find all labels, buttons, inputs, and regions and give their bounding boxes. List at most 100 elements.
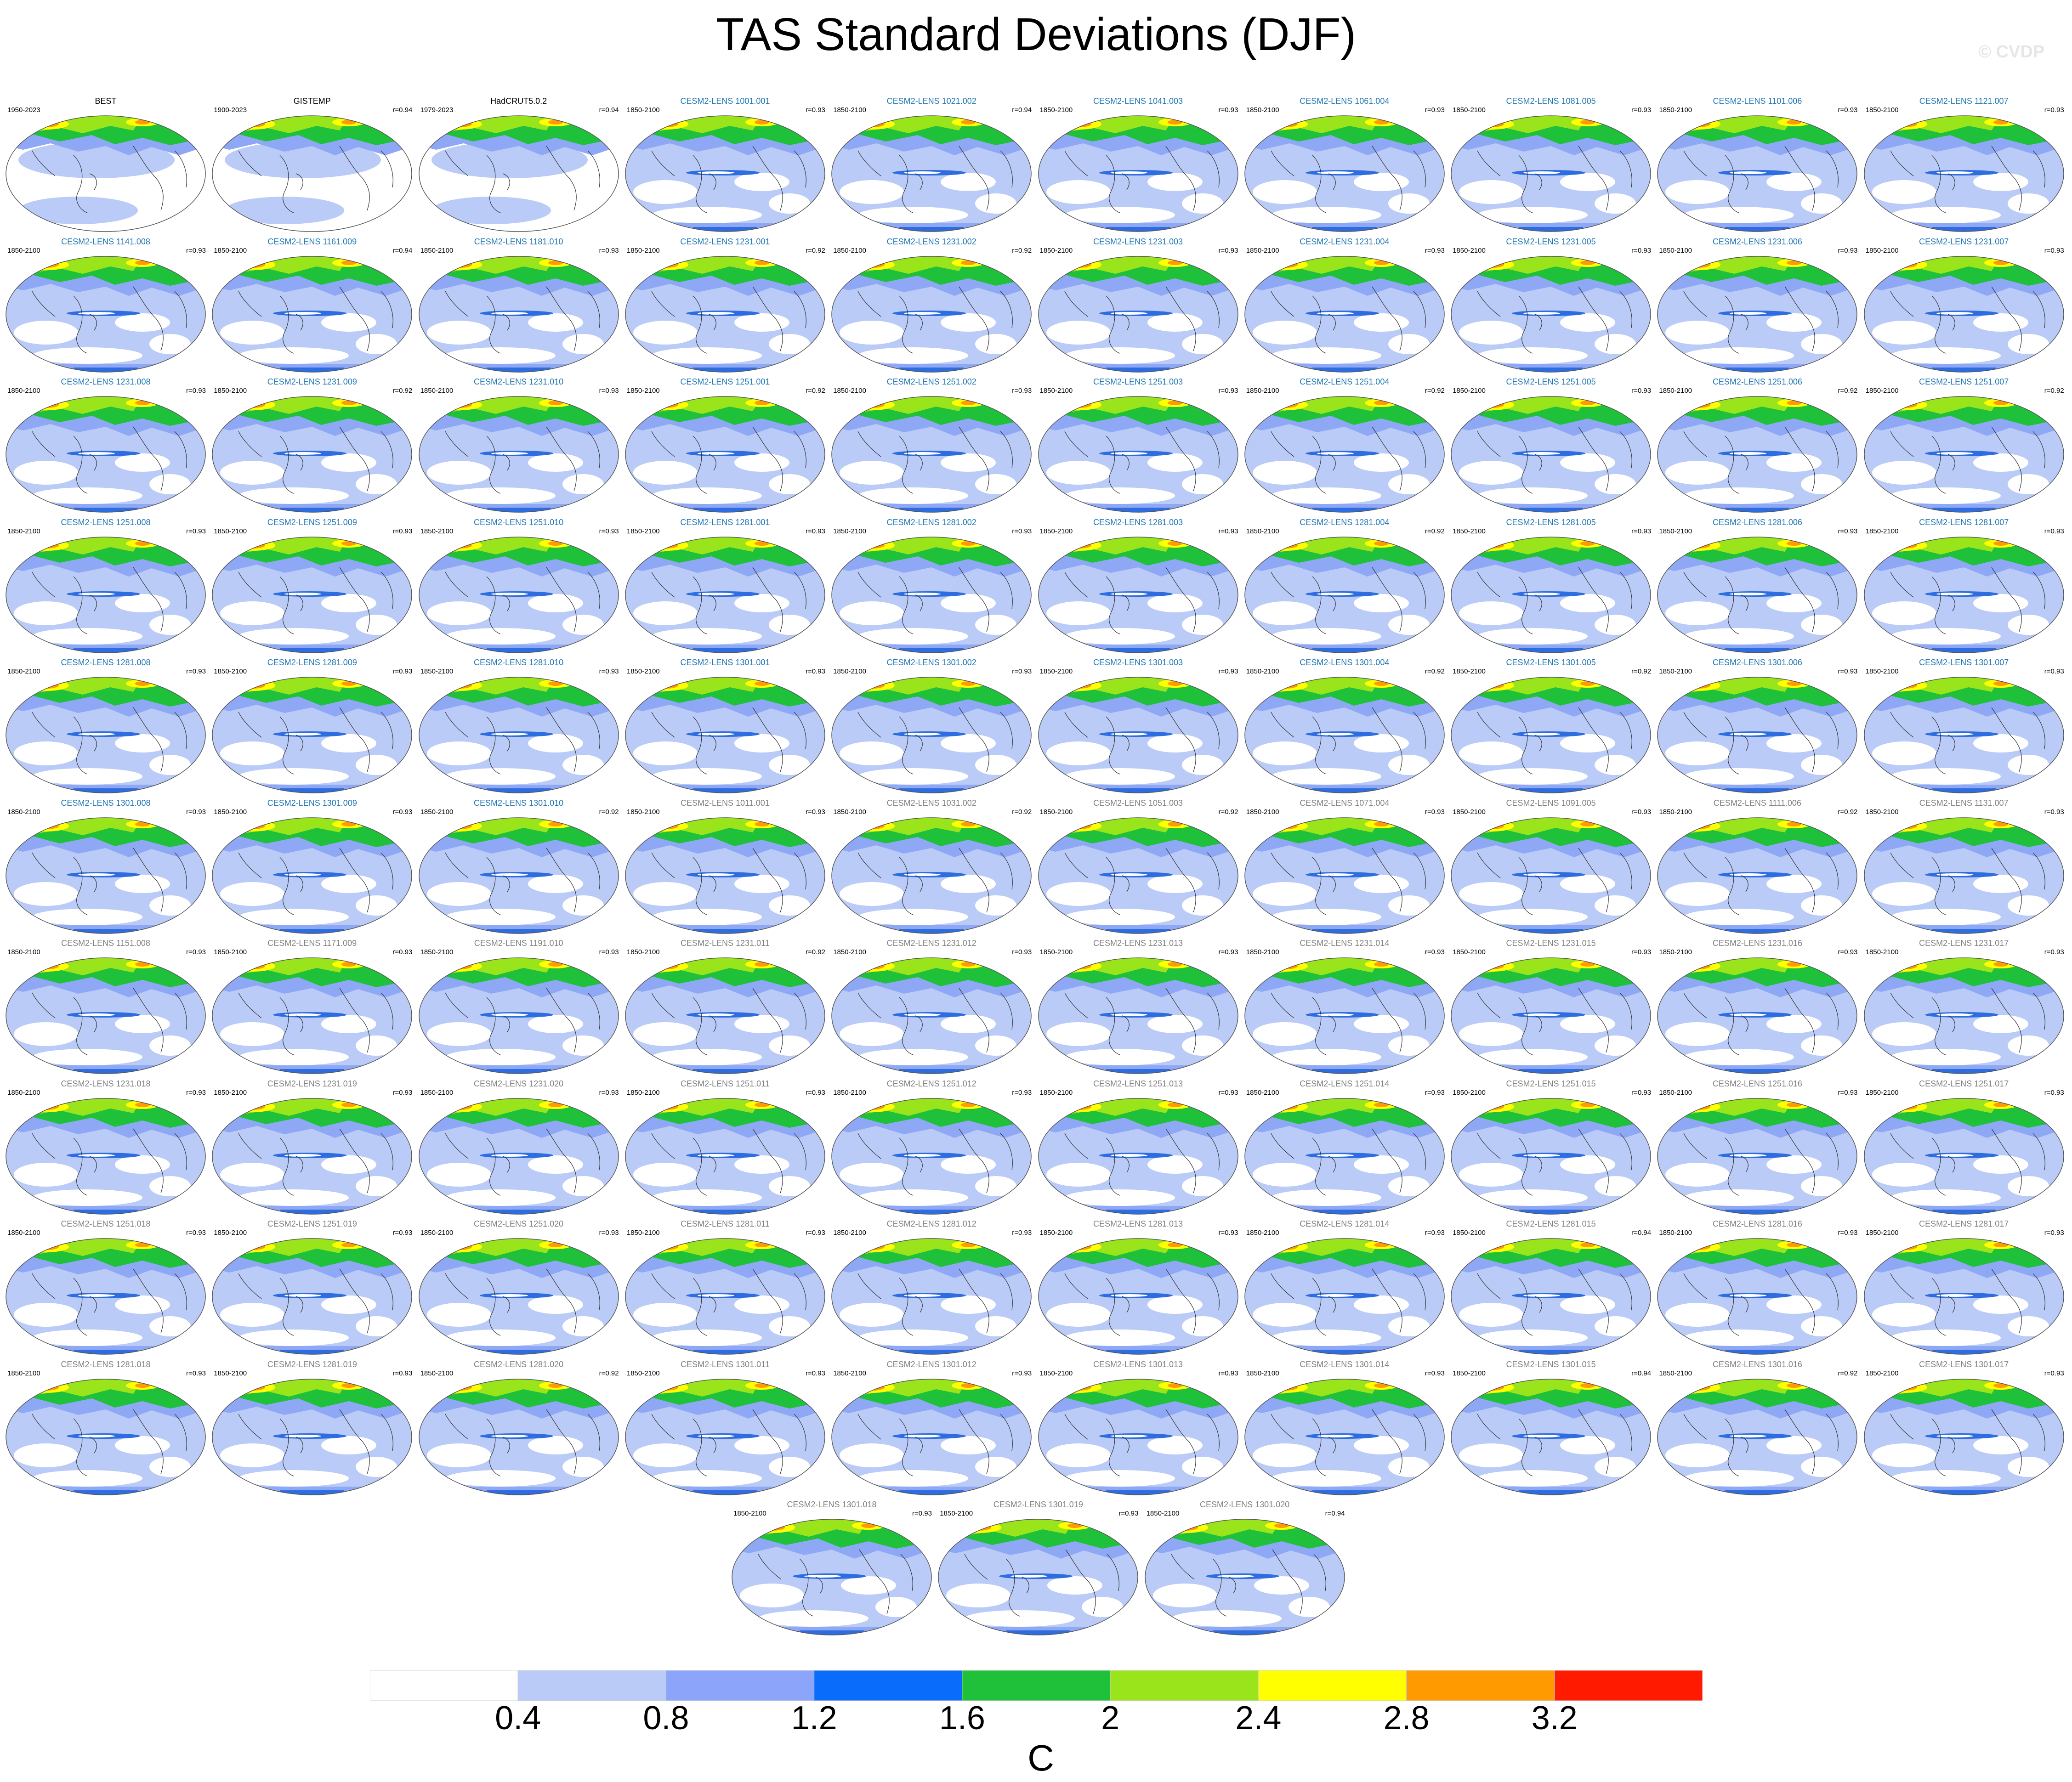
- panel-title: CESM2-LENS 1091.005: [1506, 798, 1596, 808]
- panel-correlation: r=0.93: [1012, 1369, 1032, 1377]
- panel-title: CESM2-LENS 1251.002: [886, 377, 976, 386]
- panel-correlation: r=0.92: [1425, 668, 1445, 675]
- panel-year-range: 1850-2100: [420, 668, 454, 675]
- map-panel-plot: [625, 677, 825, 793]
- map-panel: CESM2-LENS 1281.001 1850-2100 r=0.93: [624, 517, 826, 655]
- map-panel: CESM2-LENS 1231.019 1850-2100 r=0.93: [211, 1078, 413, 1216]
- map-panel-plot: [1657, 396, 1858, 513]
- panel-year-range: 1850-2100: [420, 948, 454, 956]
- map-panel: GISTEMP 1900-2023 r=0.94: [211, 96, 413, 233]
- map-panel: CESM2-LENS 1281.013 1850-2100 r=0.93: [1037, 1218, 1239, 1356]
- map-panel-plot: [1863, 957, 2064, 1074]
- map-panel-plot: [418, 957, 619, 1074]
- panel-title: CESM2-LENS 1301.020: [1200, 1500, 1290, 1509]
- panel-correlation: r=0.93: [2044, 527, 2064, 535]
- map-panel: CESM2-LENS 1281.005 1850-2100 r=0.93: [1450, 517, 1652, 655]
- map-panel: CESM2-LENS 1151.008 1850-2100 r=0.93: [5, 938, 207, 1075]
- panel-correlation: r=0.93: [1218, 527, 1238, 535]
- panel-year-range: 1850-2100: [1865, 1369, 1899, 1377]
- panel-correlation: r=0.93: [2044, 106, 2064, 114]
- panel-title: CESM2-LENS 1231.008: [61, 377, 151, 386]
- map-panel-plot: [1863, 817, 2064, 934]
- panel-year-range: 1850-2100: [1246, 808, 1279, 816]
- panel-title: CESM2-LENS 1301.007: [1919, 658, 2009, 667]
- map-panel: CESM2-LENS 1181.010 1850-2100 r=0.93: [418, 236, 620, 374]
- panel-correlation: r=0.93: [1631, 387, 1652, 395]
- map-panel: CESM2-LENS 1231.005 1850-2100 r=0.93: [1450, 236, 1652, 374]
- map-panel-plot: [1038, 396, 1238, 513]
- panel-correlation: r=0.93: [2044, 1369, 2064, 1377]
- watermark: © CVDP: [1978, 42, 2045, 62]
- map-panel: CESM2-LENS 1281.003 1850-2100 r=0.93: [1037, 517, 1239, 655]
- panel-correlation: r=0.93: [1425, 1229, 1445, 1237]
- map-panel: CESM2-LENS 1231.001 1850-2100 r=0.92: [624, 236, 826, 374]
- map-panel: CESM2-LENS 1231.002 1850-2100 r=0.92: [830, 236, 1033, 374]
- panel-correlation: r=0.93: [186, 668, 206, 675]
- panel-year-range: 1850-2100: [733, 1510, 766, 1517]
- map-panel-plot: [1863, 536, 2064, 653]
- map-panel-plot: [418, 396, 619, 513]
- panel-year-range: 1850-2100: [420, 808, 454, 816]
- panel-correlation: r=0.93: [1838, 1229, 1858, 1237]
- panel-year-range: 1850-2100: [214, 1229, 247, 1237]
- panel-correlation: r=0.93: [805, 808, 825, 816]
- panel-title: CESM2-LENS 1281.011: [681, 1219, 770, 1228]
- panel-title: CESM2-LENS 1231.003: [1093, 237, 1183, 246]
- panel-title: CESM2-LENS 1231.005: [1506, 237, 1596, 246]
- panel-title: CESM2-LENS 1301.008: [61, 798, 151, 808]
- panel-title: CESM2-LENS 1001.001: [680, 96, 770, 106]
- panel-title: CESM2-LENS 1051.003: [1093, 798, 1183, 808]
- panel-year-range: 1850-2100: [833, 948, 866, 956]
- panel-title: CESM2-LENS 1231.017: [1919, 939, 2009, 948]
- panel-correlation: r=0.93: [599, 387, 619, 395]
- panel-year-range: 1850-2100: [1246, 1229, 1279, 1237]
- panel-title: CESM2-LENS 1231.009: [267, 377, 357, 386]
- panel-title: CESM2-LENS 1301.015: [1506, 1359, 1596, 1369]
- map-panel-plot: [1451, 817, 1651, 934]
- panel-year-range: 1850-2100: [214, 527, 247, 535]
- panel-correlation: r=0.93: [186, 1369, 206, 1377]
- map-panel: CESM2-LENS 1281.018 1850-2100 r=0.93: [5, 1359, 207, 1497]
- panel-year-range: 1850-2100: [1865, 527, 1899, 535]
- map-panel: CESM2-LENS 1231.017 1850-2100 r=0.93: [1863, 938, 2065, 1075]
- panel-correlation: r=0.92: [599, 808, 619, 816]
- map-panel-plot: [6, 957, 206, 1074]
- map-panel-plot: [625, 817, 825, 934]
- map-panel: CESM2-LENS 1081.005 1850-2100 r=0.93: [1450, 96, 1652, 233]
- panel-title: CESM2-LENS 1231.019: [267, 1079, 357, 1088]
- panel-title: CESM2-LENS 1231.006: [1712, 237, 1802, 246]
- panel-title: CESM2-LENS 1281.017: [1919, 1219, 2009, 1228]
- map-panel-plot: [6, 1378, 206, 1495]
- panel-correlation: r=0.93: [392, 1088, 413, 1097]
- panel-year-range: 1850-2100: [1039, 387, 1073, 395]
- panel-title: CESM2-LENS 1231.015: [1506, 939, 1596, 948]
- panel-correlation: r=0.92: [805, 948, 825, 956]
- panel-title: CESM2-LENS 1301.019: [993, 1500, 1083, 1509]
- map-panel: CESM2-LENS 1301.014 1850-2100 r=0.93: [1243, 1359, 1446, 1497]
- colorbar-tick-label: 0.4: [495, 1700, 541, 1737]
- panel-year-range: 1850-2100: [626, 1088, 660, 1097]
- panel-title: CESM2-LENS 1301.009: [267, 798, 357, 808]
- panel-year-range: 1850-2100: [1865, 246, 1899, 255]
- panel-correlation: r=0.93: [805, 1229, 825, 1237]
- map-panel: CESM2-LENS 1281.014 1850-2100 r=0.93: [1243, 1218, 1446, 1356]
- map-panel-plot: [212, 957, 413, 1074]
- panel-title: CESM2-LENS 1281.008: [61, 658, 151, 667]
- map-panel: CESM2-LENS 1251.019 1850-2100 r=0.93: [211, 1218, 413, 1356]
- panel-correlation: r=0.94: [599, 106, 619, 114]
- panel-title: CESM2-LENS 1281.009: [267, 658, 357, 667]
- panel-year-range: 1850-2100: [214, 246, 247, 255]
- map-panel: CESM2-LENS 1251.004 1850-2100 r=0.92: [1243, 376, 1446, 514]
- panel-year-range: 1850-2100: [833, 106, 866, 114]
- map-panel-plot: [1244, 115, 1445, 232]
- colorbar-tick-label: 1.2: [791, 1700, 837, 1737]
- panel-correlation: r=0.92: [1631, 668, 1652, 675]
- panel-title: CESM2-LENS 1231.012: [886, 939, 976, 948]
- map-panel-plot: [625, 1378, 825, 1495]
- panel-title: CESM2-LENS 1041.003: [1093, 96, 1183, 106]
- map-panel: CESM2-LENS 1251.013 1850-2100 r=0.93: [1037, 1078, 1239, 1216]
- map-panel-plot: [831, 817, 1032, 934]
- panel-correlation: r=0.93: [1012, 1088, 1032, 1097]
- panel-year-range: 1850-2100: [7, 1088, 40, 1097]
- panel-title: CESM2-LENS 1231.016: [1712, 939, 1802, 948]
